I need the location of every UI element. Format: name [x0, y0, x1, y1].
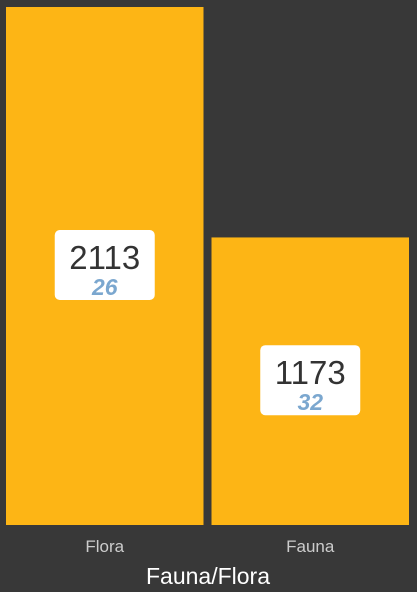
x-tick-labels: Flora Fauna	[85, 537, 335, 556]
data-label-box-flora	[54, 230, 155, 300]
data-label-secondary-flora: 26	[91, 274, 118, 300]
data-label-secondary-fauna: 32	[297, 389, 323, 415]
x-tick-label-fauna: Fauna	[286, 537, 335, 556]
data-label-value-fauna: 1173	[275, 354, 346, 391]
data-label-value-flora: 2113	[69, 239, 140, 276]
data-label-box-fauna	[260, 345, 361, 416]
chart-title: Fauna/Flora	[146, 563, 270, 589]
x-tick-label-flora: Flora	[85, 537, 124, 556]
